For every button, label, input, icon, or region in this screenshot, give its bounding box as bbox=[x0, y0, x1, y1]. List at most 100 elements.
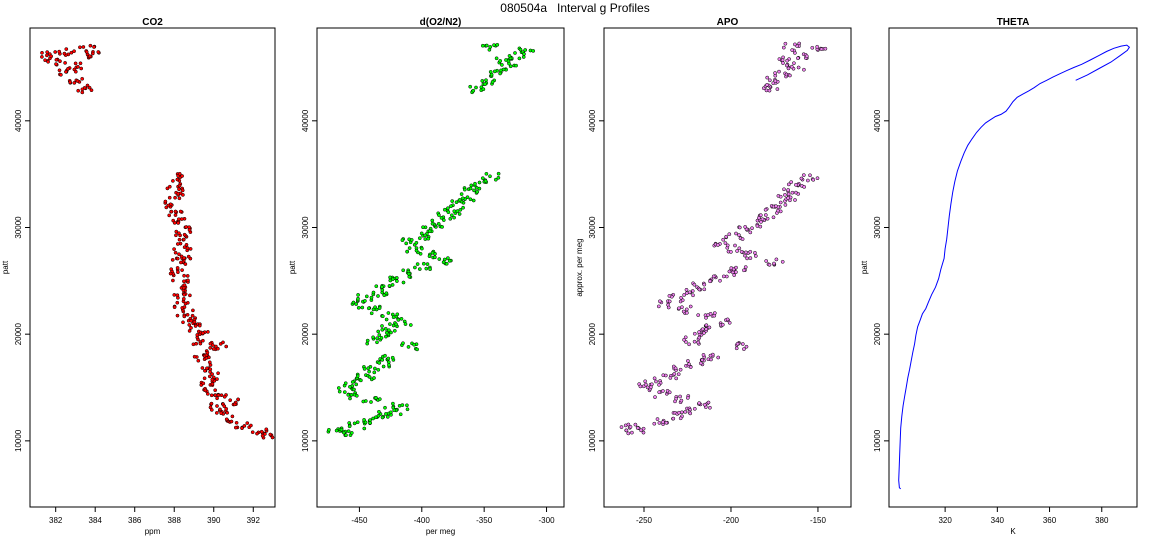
data-point bbox=[384, 291, 389, 296]
data-point bbox=[794, 190, 798, 195]
data-point bbox=[376, 367, 381, 372]
data-point bbox=[182, 273, 186, 278]
data-point bbox=[174, 229, 179, 234]
data-point bbox=[209, 393, 214, 398]
data-point bbox=[793, 198, 797, 202]
data-point bbox=[66, 66, 70, 71]
data-point bbox=[742, 268, 746, 273]
x-tick-label: 384 bbox=[89, 516, 103, 525]
data-point bbox=[215, 396, 219, 401]
data-point bbox=[211, 347, 216, 351]
data-point bbox=[342, 390, 347, 394]
data-point bbox=[692, 339, 697, 344]
data-point bbox=[170, 258, 175, 262]
data-point bbox=[192, 320, 197, 324]
data-point bbox=[163, 199, 168, 204]
data-point bbox=[740, 342, 745, 346]
y-tick-label: 20000 bbox=[301, 323, 310, 346]
data-point bbox=[774, 204, 778, 209]
data-point bbox=[734, 346, 739, 351]
data-point bbox=[727, 320, 732, 325]
data-point bbox=[215, 377, 219, 381]
data-point bbox=[388, 275, 392, 280]
data-point bbox=[661, 420, 665, 424]
data-point bbox=[172, 247, 176, 251]
x-tick-label: -450 bbox=[351, 516, 368, 525]
data-point bbox=[507, 54, 512, 58]
data-point bbox=[700, 327, 705, 332]
data-point bbox=[185, 246, 190, 250]
data-point bbox=[727, 232, 732, 237]
data-point bbox=[441, 260, 446, 265]
x-axis-label: ppm bbox=[145, 527, 161, 536]
data-point bbox=[760, 217, 765, 222]
data-point bbox=[259, 429, 264, 434]
data-point bbox=[76, 88, 81, 93]
data-point bbox=[481, 87, 486, 92]
data-point bbox=[729, 250, 733, 254]
data-point bbox=[181, 296, 186, 301]
data-point bbox=[401, 268, 406, 273]
data-point bbox=[743, 253, 747, 258]
data-point bbox=[43, 58, 47, 63]
data-point bbox=[772, 261, 776, 266]
data-point bbox=[225, 410, 230, 415]
data-point bbox=[173, 195, 177, 200]
data-point bbox=[63, 61, 67, 65]
data-point bbox=[233, 425, 238, 430]
data-point bbox=[765, 83, 769, 87]
data-point bbox=[208, 370, 212, 374]
data-point bbox=[182, 314, 187, 319]
x-tick-label: 386 bbox=[128, 516, 142, 525]
data-point bbox=[349, 392, 354, 397]
data-point bbox=[419, 231, 424, 236]
data-point bbox=[468, 186, 473, 191]
data-point bbox=[763, 207, 768, 212]
data-point bbox=[785, 58, 789, 63]
data-point bbox=[175, 256, 180, 261]
data-point bbox=[692, 406, 697, 411]
data-point bbox=[773, 79, 778, 83]
data-point bbox=[658, 299, 662, 304]
data-point bbox=[655, 417, 660, 421]
data-point bbox=[668, 376, 673, 380]
data-point bbox=[744, 344, 749, 349]
data-point bbox=[671, 416, 676, 421]
data-point bbox=[400, 238, 405, 243]
data-point bbox=[408, 323, 413, 327]
data-point bbox=[375, 336, 380, 341]
data-point bbox=[495, 42, 500, 47]
data-point bbox=[707, 325, 712, 330]
data-point bbox=[54, 57, 59, 62]
data-point bbox=[679, 398, 684, 403]
data-point bbox=[387, 328, 391, 333]
data-point bbox=[58, 59, 62, 64]
x-tick-label: -200 bbox=[723, 516, 740, 525]
data-point bbox=[362, 426, 367, 431]
data-point bbox=[190, 313, 195, 318]
data-point bbox=[383, 326, 388, 331]
data-point bbox=[399, 316, 404, 321]
data-point bbox=[783, 41, 788, 46]
data-point bbox=[469, 183, 474, 188]
data-point bbox=[205, 366, 209, 371]
data-point bbox=[771, 215, 776, 220]
data-point bbox=[685, 396, 690, 400]
data-point bbox=[175, 242, 180, 246]
data-point bbox=[354, 302, 359, 306]
figure-title: 080504a Interval g Profiles bbox=[500, 1, 650, 15]
data-point bbox=[458, 207, 463, 212]
data-point bbox=[682, 293, 687, 297]
data-point bbox=[87, 54, 92, 59]
data-point bbox=[175, 313, 180, 318]
y-tick-label: 40000 bbox=[14, 109, 23, 132]
data-point bbox=[175, 266, 180, 270]
x-tick-label: -350 bbox=[476, 516, 493, 525]
data-point bbox=[630, 430, 634, 435]
data-point bbox=[344, 433, 348, 438]
data-point bbox=[219, 411, 224, 416]
data-point bbox=[427, 254, 432, 259]
data-point bbox=[207, 360, 212, 365]
data-point bbox=[182, 232, 187, 237]
